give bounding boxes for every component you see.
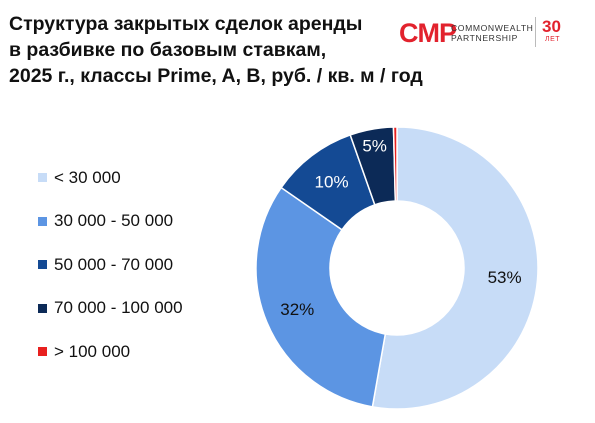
logo-mark: CMP xyxy=(399,18,457,48)
logo-years-sub: ЛЕТ xyxy=(545,36,561,43)
legend-label: 50 000 - 70 000 xyxy=(54,254,174,274)
legend-item: 30 000 - 50 000 xyxy=(38,200,183,244)
logo-line-1: COMMONWEALTH xyxy=(451,23,534,33)
legend-label: > 100 000 xyxy=(54,341,131,361)
slice-data-label: 10% xyxy=(315,173,349,192)
logo-line-2: PARTNERSHIP xyxy=(451,33,518,43)
donut-slice xyxy=(255,186,387,408)
chart-title: Структура закрытых сделок аренды в разби… xyxy=(9,11,429,89)
legend-swatch xyxy=(38,347,47,357)
legend-item: < 30 000 xyxy=(38,156,183,200)
legend-swatch xyxy=(38,260,47,270)
logo-wordmark: COMMONWEALTH PARTNERSHIP xyxy=(451,23,533,43)
legend-swatch xyxy=(38,303,47,313)
legend-item: 50 000 - 70 000 xyxy=(38,243,183,287)
donut-slices xyxy=(255,126,539,410)
legend-item: > 100 000 xyxy=(38,330,183,374)
title-line-2: в разбивке по базовым ставкам, xyxy=(9,39,327,61)
slice-data-label: 5% xyxy=(362,137,387,156)
title-line-1: Структура закрытых сделок аренды xyxy=(9,13,363,35)
donut-slice xyxy=(392,126,398,202)
donut-slice-labels: 53% 32% 10% 5% xyxy=(280,137,521,319)
slice-data-label: 32% xyxy=(280,300,314,319)
legend-swatch xyxy=(38,216,47,226)
legend-label: 70 000 - 100 000 xyxy=(54,298,183,318)
legend-item: 70 000 - 100 000 xyxy=(38,287,183,331)
legend-label: 30 000 - 50 000 xyxy=(54,211,174,231)
donut-slice xyxy=(371,126,539,410)
title-line-3: 2025 г., классы Prime, A, B, руб. / кв. … xyxy=(9,65,423,87)
logo-years: 30 xyxy=(542,17,561,36)
slice-data-label: 53% xyxy=(488,268,522,287)
legend-label: < 30 000 xyxy=(54,167,121,187)
chart-legend: < 30 000 30 000 - 50 000 50 000 - 70 000… xyxy=(38,156,183,374)
logo-divider xyxy=(535,17,536,47)
legend-swatch xyxy=(38,173,47,183)
company-logo: CMP COMMONWEALTH PARTNERSHIP 30 ЛЕТ xyxy=(399,17,589,51)
